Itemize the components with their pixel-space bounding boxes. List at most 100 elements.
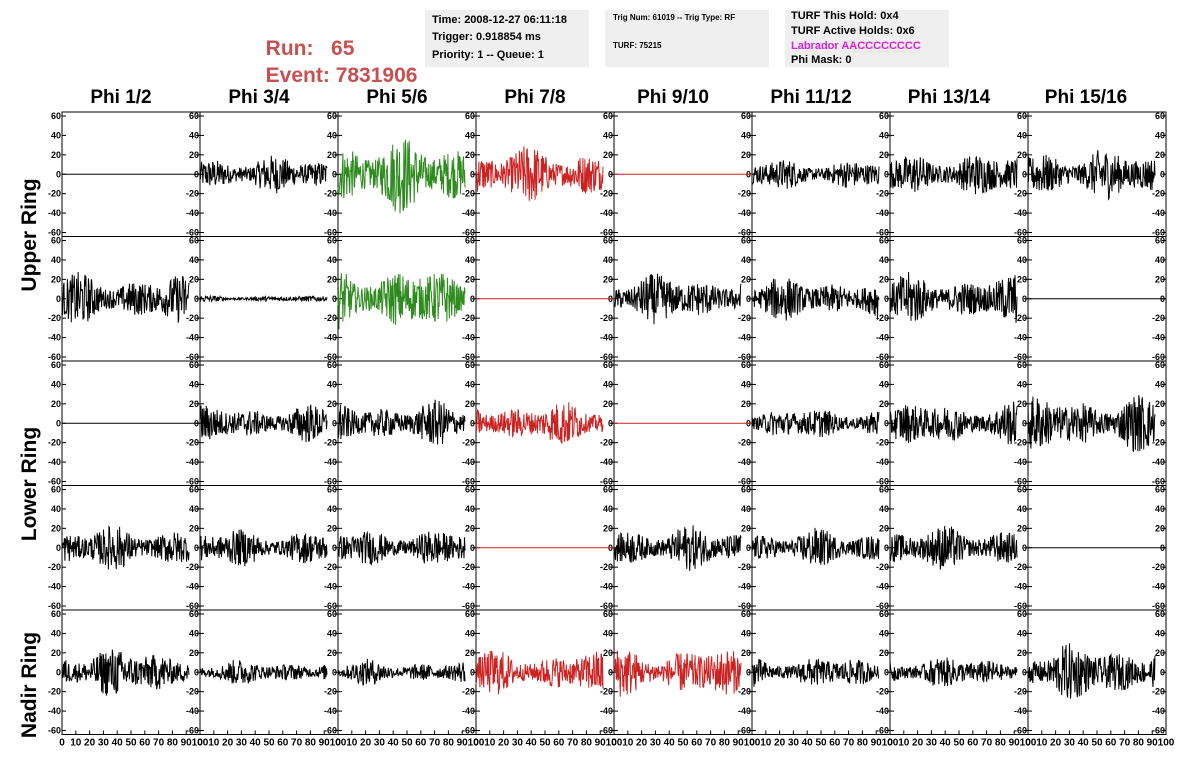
y-tick-label: -40 (600, 706, 613, 716)
x-tick-label: 60 (553, 738, 565, 749)
x-tick-label: 30 (926, 738, 938, 749)
y-tick-label: 0 (332, 294, 337, 304)
y-tick-label: 0 (1022, 418, 1027, 428)
time-info-box: Time: 2008-12-27 06:11:18 Trigger: 0.918… (425, 10, 589, 67)
y-tick-label: 40 (465, 130, 475, 140)
y-tick-label: -20 (186, 687, 199, 697)
y-tick-label: 20 (189, 648, 199, 658)
y-tick-label: 20 (189, 150, 199, 160)
x-tick-label: 40 (526, 738, 538, 749)
trace-waveform (889, 271, 1018, 323)
y-tick-label: -60 (738, 477, 751, 487)
y-tick-label: 20 (879, 648, 889, 658)
y-tick-label: 0 (332, 169, 337, 179)
y-tick-label: -20 (462, 562, 475, 572)
y-tick-label: 40 (327, 504, 337, 514)
y-tick-label: 20 (879, 150, 889, 160)
y-tick-label: -20 (48, 562, 61, 572)
y-tick-label: 60 (741, 485, 751, 495)
y-tick-label: -40 (1152, 706, 1165, 716)
y-tick-label: 40 (327, 379, 337, 389)
y-tick-label: -40 (1014, 706, 1027, 716)
y-tick-label: -60 (48, 228, 61, 238)
x-tick-label: 70 (843, 738, 855, 749)
y-tick-label: 20 (741, 150, 751, 160)
y-tick-label: 20 (51, 523, 61, 533)
y-tick-label: 60 (879, 485, 889, 495)
x-tick-label: 30 (98, 738, 110, 749)
y-tick-label: 20 (1017, 150, 1027, 160)
y-tick-label: 0 (608, 667, 613, 677)
x-tick-label: 0 (473, 738, 479, 749)
trace-waveform (337, 139, 466, 214)
y-tick-label: -60 (600, 726, 613, 736)
y-tick-label: 40 (189, 130, 199, 140)
y-tick-label: 20 (1155, 523, 1165, 533)
y-tick-label: -20 (186, 438, 199, 448)
y-tick-label: 40 (879, 255, 889, 265)
y-tick-label: -40 (324, 333, 337, 343)
x-tick-label: 90 (457, 738, 469, 749)
x-tick-label: 90 (181, 738, 193, 749)
x-tick-label: 70 (291, 738, 303, 749)
column-header-phi-7-8: Phi 7/8 (504, 87, 566, 108)
y-tick-label: -40 (48, 208, 61, 218)
y-tick-label: 60 (741, 609, 751, 619)
y-tick-label: -20 (1152, 687, 1165, 697)
y-tick-label: -20 (462, 189, 475, 199)
x-tick-label: 20 (498, 738, 510, 749)
y-tick-label: -20 (600, 189, 613, 199)
y-tick-label: -40 (738, 208, 751, 218)
y-tick-label: -20 (48, 438, 61, 448)
y-tick-label: -20 (462, 438, 475, 448)
y-tick-label: -60 (738, 601, 751, 611)
y-tick-label: -60 (324, 352, 337, 362)
y-tick-label: -20 (876, 438, 889, 448)
x-tick-label: 50 (815, 738, 827, 749)
y-tick-label: -20 (462, 687, 475, 697)
y-tick-label: -20 (1152, 189, 1165, 199)
y-tick-label: 40 (51, 130, 61, 140)
y-tick-label: 20 (1155, 150, 1165, 160)
trace-waveform (613, 273, 742, 325)
y-tick-label: -20 (876, 313, 889, 323)
y-tick-label: 60 (327, 111, 337, 121)
y-tick-label: -40 (738, 333, 751, 343)
y-tick-label: -20 (324, 313, 337, 323)
y-tick-label: 40 (1155, 255, 1165, 265)
y-tick-label: 60 (879, 236, 889, 246)
active-holds-text: TURF Active Holds: 0x6 (791, 25, 915, 37)
trace-waveform (199, 404, 328, 443)
y-tick-label: -40 (48, 333, 61, 343)
y-tick-label: -40 (186, 457, 199, 467)
y-tick-label: -60 (600, 601, 613, 611)
y-tick-label: -60 (462, 477, 475, 487)
y-tick-label: 40 (1017, 379, 1027, 389)
this-hold-text: TURF This Hold: 0x4 (791, 10, 899, 22)
trace-waveform (199, 660, 328, 684)
x-tick-label: 100 (468, 738, 485, 749)
y-tick-label: -40 (738, 706, 751, 716)
y-tick-label: -20 (186, 189, 199, 199)
y-tick-label: 60 (1017, 485, 1027, 495)
y-tick-label: 20 (741, 523, 751, 533)
y-tick-label: 0 (1022, 169, 1027, 179)
y-tick-label: 20 (1155, 648, 1165, 658)
y-tick-label: -40 (876, 208, 889, 218)
x-tick-label: 40 (940, 738, 952, 749)
x-tick-label: 0 (1025, 738, 1031, 749)
x-tick-label: 20 (84, 738, 96, 749)
x-tick-label: 70 (1119, 738, 1131, 749)
y-tick-label: 60 (603, 360, 613, 370)
trace-waveform (199, 155, 328, 194)
y-tick-label: -20 (738, 313, 751, 323)
y-tick-label: 40 (741, 379, 751, 389)
x-tick-label: 80 (167, 738, 179, 749)
x-tick-label: 60 (691, 738, 703, 749)
y-tick-label: 20 (327, 648, 337, 658)
y-tick-label: -40 (48, 582, 61, 592)
y-tick-label: -60 (1152, 726, 1165, 736)
x-tick-label: 40 (250, 738, 262, 749)
y-tick-label: -20 (738, 562, 751, 572)
y-tick-label: -40 (186, 582, 199, 592)
